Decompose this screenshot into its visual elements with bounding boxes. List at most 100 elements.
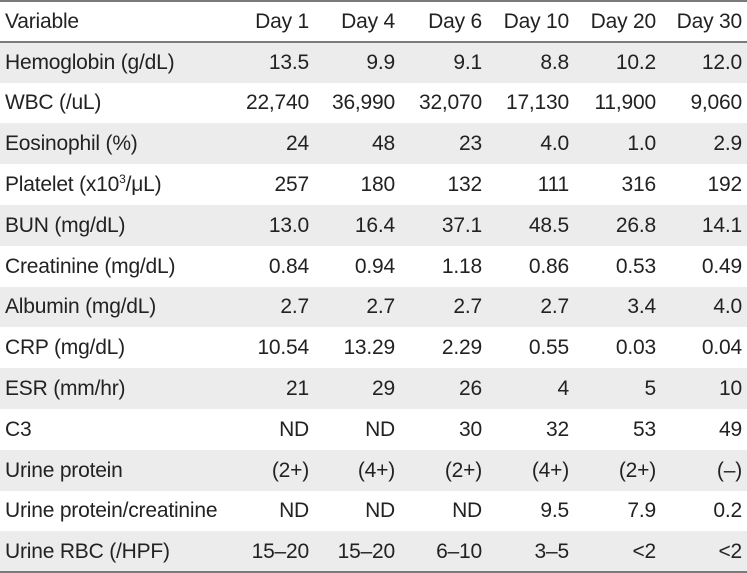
table-cell: 53 [574,408,661,450]
table-cell: 13.29 [314,327,400,369]
header-day-20: Day 20 [574,0,661,43]
table-cell: 48 [314,123,400,165]
table-cell: 48.5 [487,204,574,246]
table-cell: 2.7 [314,286,400,328]
table-cell: 10 [661,368,747,409]
table-cell: 2.29 [400,327,487,369]
table-cell: 1.18 [400,245,487,287]
table-cell: 1.0 [574,123,661,165]
table-row: ESR (mm/hr) 21 29 26 4 5 10 [0,368,747,409]
table-cell: 0.86 [487,245,574,287]
table-cell: ND [314,490,400,532]
table-cell: 26 [400,368,487,409]
platelet-label-post: /μL) [125,173,162,197]
table-cell: 32,070 [400,82,487,124]
table-cell: 9.9 [314,41,400,83]
table-row: WBC (/uL) 22,740 36,990 32,070 17,130 11… [0,82,747,124]
table-cell: 0.2 [661,490,747,532]
table-cell: 192 [661,164,747,205]
table-cell: 0.94 [314,245,400,287]
table-row: Albumin (mg/dL) 2.7 2.7 2.7 2.7 3.4 4.0 [0,286,747,328]
table-cell: 17,130 [487,82,574,124]
table-cell: 49 [661,408,747,450]
table-cell: 16.4 [314,204,400,246]
platelet-label-pre: Platelet (x10 [5,173,120,197]
table-cell: 15–20 [230,531,314,573]
table-row: Urine protein/creatinine ND ND ND 9.5 7.… [0,490,747,532]
row-label-urine-protein: Urine protein [0,449,230,491]
table-cell: (2+) [230,449,314,491]
row-label-creatinine: Creatinine (mg/dL) [0,245,230,287]
table-cell: (4+) [314,449,400,491]
table-row: Urine protein (2+) (4+) (2+) (4+) (2+) (… [0,449,747,491]
row-label-c3: C3 [0,408,230,450]
table-cell: 10.2 [574,41,661,83]
table-cell: 5 [574,368,661,409]
table-cell: 22,740 [230,82,314,124]
table-cell: 9.1 [400,41,487,83]
header-row: Variable Day 1 Day 4 Day 6 Day 10 Day 20… [0,0,747,43]
table-cell: ND [230,408,314,450]
row-label-eosinophil: Eosinophil (%) [0,123,230,165]
table-cell: 2.7 [230,286,314,328]
table-cell: 9.5 [487,490,574,532]
table-cell: 2.9 [661,123,747,165]
table-row: Urine RBC (/HPF) 15–20 15–20 6–10 3–5 <2… [0,531,747,573]
header-day-6: Day 6 [400,0,487,43]
table-row: Eosinophil (%) 24 48 23 4.0 1.0 2.9 [0,123,747,165]
table-cell: 15–20 [314,531,400,573]
platelet-label-sup: 3 [119,172,126,187]
table-cell: 111 [487,164,574,205]
table-row: Hemoglobin (g/dL) 13.5 9.9 9.1 8.8 10.2 … [0,41,747,83]
table-cell: 29 [314,368,400,409]
table-cell: 0.84 [230,245,314,287]
table-cell: 23 [400,123,487,165]
header-day-1: Day 1 [230,0,314,43]
table-cell: 132 [400,164,487,205]
table-row: CRP (mg/dL) 10.54 13.29 2.29 0.55 0.03 0… [0,327,747,369]
table-cell: 12.0 [661,41,747,83]
table-cell: 3.4 [574,286,661,328]
table-cell: <2 [661,531,747,573]
table-cell: 0.55 [487,327,574,369]
table-cell: <2 [574,531,661,573]
table-cell: (–) [661,449,747,491]
table-cell: 257 [230,164,314,205]
row-label-urine-protein-creatinine: Urine protein/creatinine [0,490,230,532]
table-cell: 8.8 [487,41,574,83]
table-cell: (2+) [400,449,487,491]
table-cell: 30 [400,408,487,450]
table-cell: 24 [230,123,314,165]
table-body: Hemoglobin (g/dL) 13.5 9.9 9.1 8.8 10.2 … [0,41,747,573]
header-day-4: Day 4 [314,0,400,43]
table-row: Platelet (x103/μL) 257 180 132 111 316 1… [0,164,747,205]
table-cell: 4.0 [661,286,747,328]
table-cell: 7.9 [574,490,661,532]
row-label-esr: ESR (mm/hr) [0,368,230,409]
table-cell: 13.5 [230,41,314,83]
table-cell: 21 [230,368,314,409]
table-cell: 10.54 [230,327,314,369]
table-cell: (2+) [574,449,661,491]
table-cell: 0.53 [574,245,661,287]
table-cell: 32 [487,408,574,450]
table-cell: 11,900 [574,82,661,124]
table-cell: 6–10 [400,531,487,573]
table-cell: 2.7 [487,286,574,328]
table-cell: 26.8 [574,204,661,246]
row-label-urine-rbc: Urine RBC (/HPF) [0,531,230,573]
table-cell: 0.03 [574,327,661,369]
table-cell: 4.0 [487,123,574,165]
table-cell: 13.0 [230,204,314,246]
table-header: Variable Day 1 Day 4 Day 6 Day 10 Day 20… [0,0,747,43]
row-label-wbc: WBC (/uL) [0,82,230,124]
table-row: Creatinine (mg/dL) 0.84 0.94 1.18 0.86 0… [0,245,747,287]
table-cell: 0.49 [661,245,747,287]
row-label-albumin: Albumin (mg/dL) [0,286,230,328]
table-cell: 180 [314,164,400,205]
table-cell: 9,060 [661,82,747,124]
row-label-bun: BUN (mg/dL) [0,204,230,246]
row-label-crp: CRP (mg/dL) [0,327,230,369]
table-cell: ND [230,490,314,532]
